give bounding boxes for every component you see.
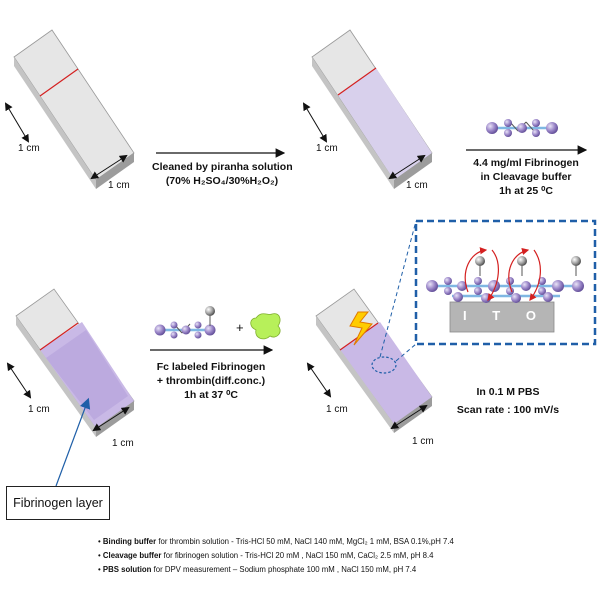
ferrocene-label-icon	[517, 256, 527, 266]
note-pbs-solution: • PBS solution for DPV measurement – Sod…	[98, 563, 454, 577]
step2-caption: 4.4 mg/ml Fibrinogen in Cleavage buffer …	[456, 156, 596, 198]
dim-label-width: 1 cm	[108, 180, 130, 191]
dim-arrow-height	[8, 364, 30, 397]
fc-labeled-fibrinogen-icon	[155, 306, 216, 339]
note-binding-buffer: • Binding buffer for thrombin solution -…	[98, 535, 454, 549]
dim-label-height: 1 cm	[326, 404, 348, 415]
note-text: for thrombin solution - Tris-HCl 50 mM, …	[156, 537, 454, 546]
step1-caption: Cleaned by piranha solution (70% H₂SO₄/3…	[152, 160, 292, 188]
step1-line1: Cleaned by piranha solution	[152, 160, 292, 174]
note-text: for fibrinogen solution - Tris-HCl 20 mM…	[161, 551, 433, 560]
note-title: Binding buffer	[103, 537, 156, 546]
step2-line2: in Cleavage buffer	[456, 170, 596, 184]
ferrocene-label-icon	[571, 256, 581, 266]
dim-label-width: 1 cm	[412, 436, 434, 447]
ferrocene-label-icon	[205, 306, 215, 316]
zoom-line	[380, 221, 416, 357]
ferrocene-label-icon	[475, 256, 485, 266]
measurement-caption: In 0.1 M PBS Scan rate : 100 mV/s	[448, 383, 568, 419]
dim-label-height: 1 cm	[18, 143, 40, 154]
step3-line2: + thrombin(diff.conc.)	[148, 374, 274, 388]
dim-arrow-height	[6, 104, 28, 141]
dim-label-width: 1 cm	[406, 180, 428, 191]
thrombin-icon	[251, 314, 280, 339]
note-cleavage-buffer: • Cleavage buffer for fibrinogen solutio…	[98, 549, 454, 563]
ito-slide-bare	[14, 30, 134, 189]
step3-caption: Fc labeled Fibrinogen + thrombin(diff.co…	[148, 360, 274, 402]
dim-arrow-height	[308, 364, 330, 396]
note-title: PBS solution	[103, 565, 152, 574]
step2-line3: 1h at 25 ⁰C	[456, 184, 596, 198]
note-title: Cleavage buffer	[103, 551, 162, 560]
plus-sign: +	[236, 320, 244, 335]
ito-slide-cleaned	[312, 30, 432, 189]
fibrinogen-molecule-icon	[486, 119, 558, 137]
buffer-notes: • Binding buffer for thrombin solution -…	[98, 535, 454, 577]
dim-label-width: 1 cm	[112, 438, 134, 449]
measure-line2: Scan rate : 100 mV/s	[448, 401, 568, 419]
step2-line1: 4.4 mg/ml Fibrinogen	[456, 156, 596, 170]
dim-label-height: 1 cm	[28, 404, 50, 415]
ito-label: I T O	[455, 308, 555, 323]
fibrinogen-layer-callout: Fibrinogen layer	[6, 486, 110, 520]
step1-line2: (70% H₂SO₄/30%H₂O₂)	[152, 174, 292, 188]
dim-label-height: 1 cm	[316, 143, 338, 154]
measure-line1: In 0.1 M PBS	[448, 383, 568, 401]
note-text: for DPV measurement – Sodium phosphate 1…	[151, 565, 416, 574]
step3-line1: Fc labeled Fibrinogen	[148, 360, 274, 374]
step3-line3: 1h at 37 ⁰C	[148, 388, 274, 402]
electrode-inset	[416, 221, 595, 344]
callout-arrow	[56, 400, 88, 486]
dim-arrow-height	[304, 104, 326, 141]
